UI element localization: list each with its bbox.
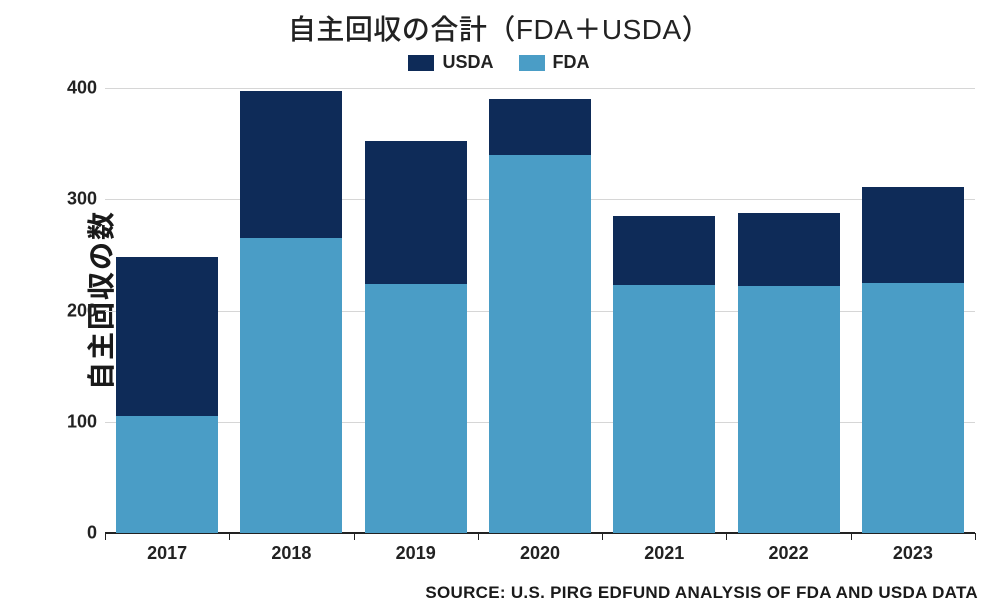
legend-item-usda: USDA — [408, 52, 493, 73]
x-tick-label: 2020 — [478, 543, 602, 564]
x-tick-label: 2021 — [602, 543, 726, 564]
legend-label-usda: USDA — [442, 52, 493, 73]
gridline — [105, 88, 975, 89]
x-tick-mark — [851, 533, 852, 540]
bar-segment-usda — [613, 216, 715, 285]
bar-segment-usda — [738, 213, 840, 286]
bar-segment-usda — [489, 99, 591, 155]
bar-segment-fda — [116, 416, 218, 533]
y-tick-label: 100 — [57, 411, 97, 432]
y-tick-label: 400 — [57, 78, 97, 99]
y-tick-label: 300 — [57, 189, 97, 210]
bar-2018 — [240, 91, 342, 533]
x-tick-mark — [105, 533, 106, 540]
x-tick-mark — [229, 533, 230, 540]
x-tick-mark — [975, 533, 976, 540]
x-tick-label: 2022 — [726, 543, 850, 564]
x-tick-label: 2018 — [229, 543, 353, 564]
legend-item-fda: FDA — [519, 52, 590, 73]
bar-2020 — [489, 99, 591, 533]
bar-segment-fda — [738, 286, 840, 533]
bar-2023 — [862, 187, 964, 533]
chart-source: SOURCE: U.S. PIRG EDFUND ANALYSIS OF FDA… — [425, 583, 978, 603]
x-tick-label: 2019 — [354, 543, 478, 564]
legend-swatch-usda — [408, 55, 434, 71]
bar-segment-fda — [613, 285, 715, 533]
x-tick-mark — [726, 533, 727, 540]
legend-label-fda: FDA — [553, 52, 590, 73]
x-tick-label: 2017 — [105, 543, 229, 564]
bar-2019 — [365, 141, 467, 533]
x-tick-mark — [602, 533, 603, 540]
bar-2017 — [116, 257, 218, 533]
bar-segment-usda — [862, 187, 964, 283]
chart-legend: USDA FDA — [0, 52, 998, 76]
bar-segment-fda — [489, 155, 591, 533]
legend-swatch-fda — [519, 55, 545, 71]
y-tick-label: 0 — [57, 523, 97, 544]
bar-segment-usda — [240, 91, 342, 238]
chart-plot-area: 0100200300400201720182019202020212022202… — [105, 88, 975, 533]
bar-segment-fda — [862, 283, 964, 533]
x-tick-mark — [478, 533, 479, 540]
bar-2022 — [738, 213, 840, 533]
bar-segment-fda — [365, 284, 467, 533]
bar-segment-usda — [365, 141, 467, 283]
chart-title: 自主回収の合計（FDA＋USDA） — [0, 8, 998, 48]
bar-segment-usda — [116, 257, 218, 416]
x-tick-label: 2023 — [851, 543, 975, 564]
bar-segment-fda — [240, 238, 342, 533]
y-tick-label: 200 — [57, 300, 97, 321]
bar-2021 — [613, 216, 715, 533]
x-tick-mark — [354, 533, 355, 540]
